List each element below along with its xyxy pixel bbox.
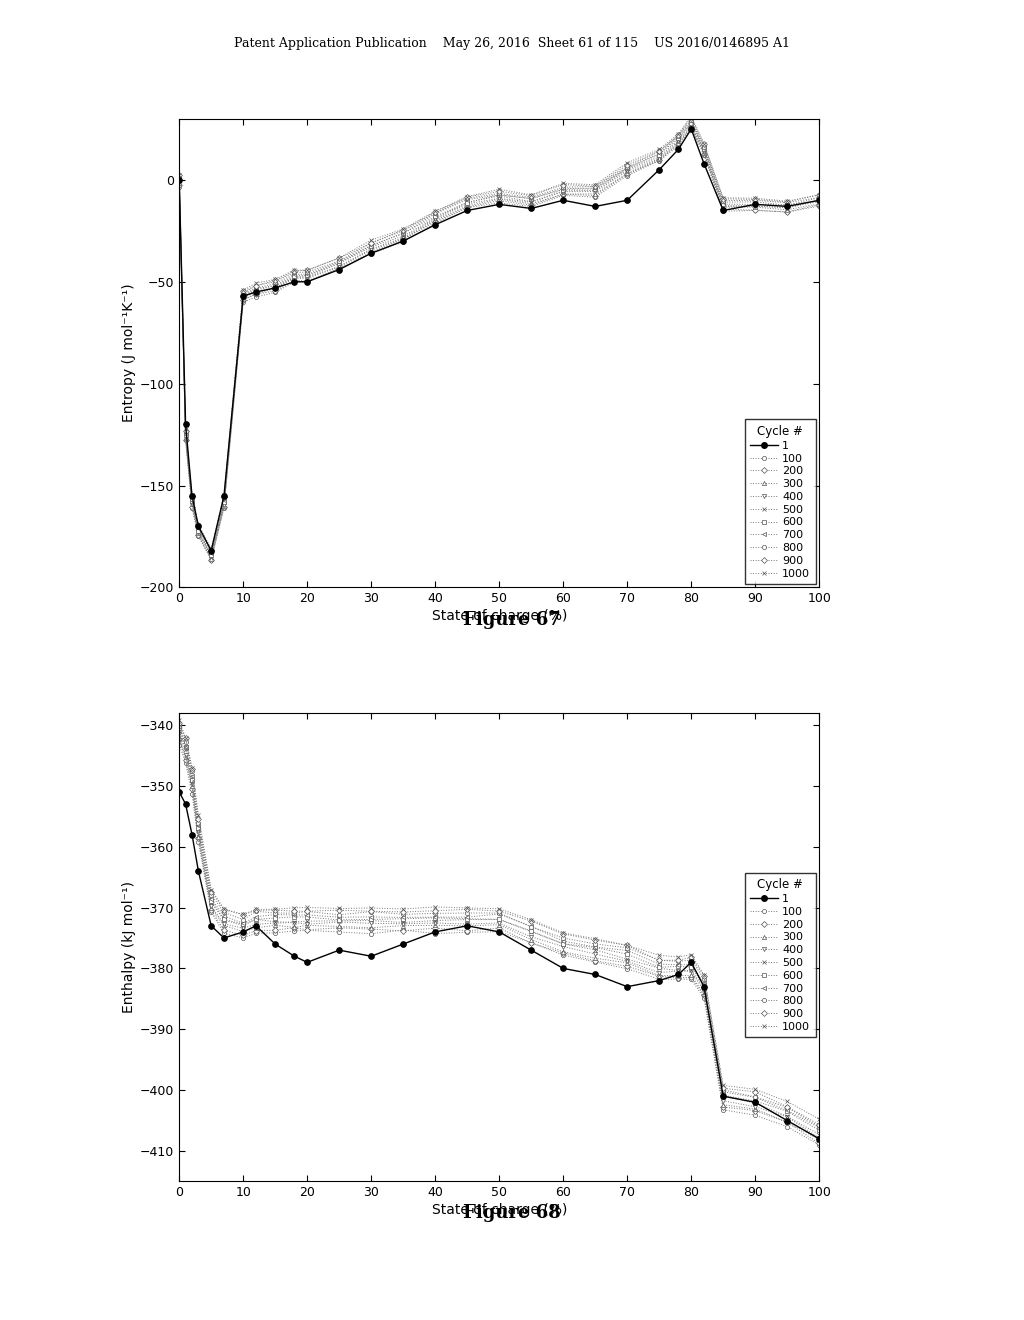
Legend: 1, 100, 200, 300, 400, 500, 600, 700, 800, 900, 1000: 1, 100, 200, 300, 400, 500, 600, 700, 80… — [744, 420, 816, 583]
Legend: 1, 100, 200, 300, 400, 500, 600, 700, 800, 900, 1000: 1, 100, 200, 300, 400, 500, 600, 700, 80… — [744, 873, 816, 1038]
Text: Patent Application Publication    May 26, 2016  Sheet 61 of 115    US 2016/01468: Patent Application Publication May 26, 2… — [234, 37, 790, 50]
X-axis label: State of charge (%): State of charge (%) — [431, 610, 567, 623]
Y-axis label: Enthalpy (kJ mol⁻¹): Enthalpy (kJ mol⁻¹) — [122, 882, 136, 1014]
Text: Figure 68: Figure 68 — [463, 1204, 561, 1222]
Y-axis label: Entropy (J mol⁻¹K⁻¹): Entropy (J mol⁻¹K⁻¹) — [122, 284, 136, 422]
X-axis label: State of charge (%): State of charge (%) — [431, 1204, 567, 1217]
Text: Figure 67: Figure 67 — [463, 611, 561, 630]
